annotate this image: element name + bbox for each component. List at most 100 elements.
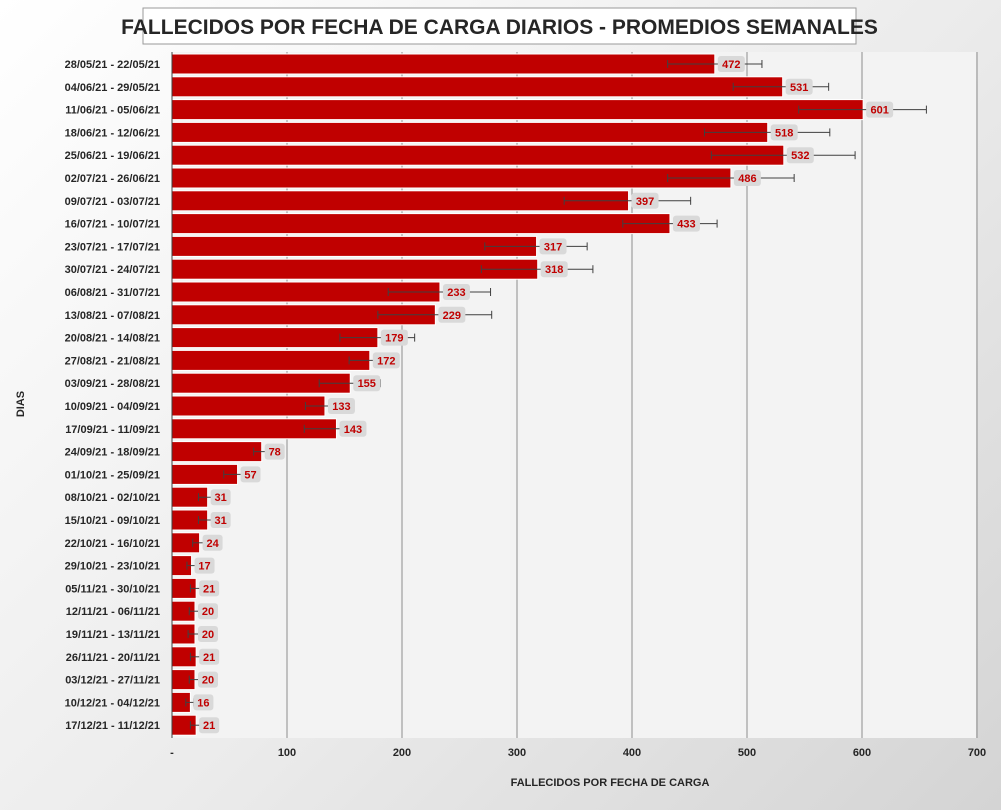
data-label: 21 [203,720,215,732]
x-tick-label: - [170,747,174,759]
category-label: 10/12/21 - 04/12/21 [65,697,160,709]
data-label-bg [339,420,367,437]
chart-title: FALLECIDOS POR FECHA DE CARGA DIARIOS - … [121,16,878,39]
data-label-bg [210,512,231,528]
data-label-bg [438,306,466,323]
data-label-bg [193,694,214,711]
bar [171,441,263,463]
data-label-bg [717,56,745,72]
data-label: 20 [202,606,214,618]
data-label-bg [327,398,355,414]
data-label-bg [240,466,261,483]
data-label: 21 [203,583,215,595]
bar [171,121,769,143]
data-label: 24 [206,538,219,550]
data-label-bg [264,443,285,460]
data-label-bg [202,534,223,551]
x-tick-label: 700 [968,747,986,759]
x-tick-label: 100 [278,747,296,759]
bar [171,349,371,371]
data-label: 179 [385,333,403,345]
data-label: 397 [636,196,654,208]
x-tick-label: 400 [623,747,641,759]
data-label: 172 [377,355,395,367]
data-label: 133 [332,401,350,413]
data-label-bg [210,489,231,506]
data-label: 531 [790,82,808,94]
bar [171,76,784,98]
data-label: 143 [344,424,362,436]
category-label: 08/10/21 - 02/10/21 [65,492,160,504]
category-label: 23/07/21 - 17/07/21 [65,241,160,253]
data-label-bg [199,580,220,597]
data-label-bg [539,238,567,255]
data-label: 233 [447,287,465,299]
data-label-bg [672,215,700,232]
bar [171,235,538,257]
category-label: 16/07/21 - 10/07/21 [65,219,160,231]
data-labels: 472 531 601 518 532 486 397 433 317 318 233 229 179 1… [193,56,894,734]
category-label: 09/07/21 - 03/07/21 [65,196,160,208]
x-tick-label: 300 [508,747,526,759]
category-label: 06/08/21 - 31/07/21 [65,287,160,299]
data-label-bg [353,375,381,392]
category-label: 30/07/21 - 24/07/21 [65,264,160,276]
category-label: 20/08/21 - 14/08/21 [65,333,160,345]
data-label: 17 [198,561,210,573]
y-axis-title: DIAS [15,391,27,417]
data-label-bg [198,603,218,620]
data-label-bg [540,261,568,278]
data-label-bg [380,329,408,346]
x-tick-labels: - 100 200 300 400 500 600 700 [170,747,986,759]
data-label-bg [372,352,400,369]
category-label: 03/09/21 - 28/08/21 [65,378,160,390]
category-label: 15/10/21 - 09/10/21 [65,515,160,527]
category-label: 11/06/21 - 05/06/21 [65,105,160,117]
data-label-bg [733,170,761,186]
data-label: 317 [544,241,562,253]
category-label: 29/10/21 - 23/10/21 [65,561,160,573]
data-label: 486 [738,173,756,185]
x-tick-label: 200 [393,747,411,759]
data-label: 472 [722,59,740,71]
category-label: 04/06/21 - 29/05/21 [65,82,160,94]
data-label-bg [194,557,215,574]
data-label: 532 [791,150,809,162]
data-label: 57 [244,469,256,481]
bars [171,53,864,736]
data-label: 318 [545,264,563,276]
bar [171,99,864,121]
data-label-bg [198,671,218,688]
data-label: 229 [443,310,461,322]
category-label: 01/10/21 - 25/09/21 [65,469,160,481]
x-tick-label: 500 [738,747,756,759]
category-label: 18/06/21 - 12/06/21 [65,127,160,139]
category-label: 19/11/21 - 13/11/21 [66,629,160,641]
data-label-bg [786,147,814,164]
data-label-bg [199,648,220,665]
data-label: 518 [775,127,793,139]
bar [171,190,630,212]
x-axis-title: FALLECIDOS POR FECHA DE CARGA [511,777,710,789]
data-label: 78 [269,447,281,459]
data-label: 31 [215,492,227,504]
bar [171,53,716,75]
category-label: 03/12/21 - 27/11/21 [65,675,160,687]
category-label: 17/09/21 - 11/09/21 [65,424,160,436]
data-label-bg [866,101,894,118]
data-label: 21 [203,652,215,664]
data-label-bg [631,192,659,209]
category-label: 22/10/21 - 16/10/21 [65,538,160,550]
chart-title-box [142,7,857,45]
category-label: 26/11/21 - 20/11/21 [66,652,160,664]
category-label: 05/11/21 - 30/10/21 [65,583,160,595]
gridlines [286,52,978,738]
data-label: 31 [215,515,227,527]
category-label: 27/08/21 - 21/08/21 [65,355,160,367]
category-label: 13/08/21 - 07/08/21 [65,310,160,322]
data-label: 433 [677,219,695,231]
data-label-bg [785,78,813,95]
plot-area [172,52,976,738]
category-label: 10/09/21 - 04/09/21 [65,401,160,413]
